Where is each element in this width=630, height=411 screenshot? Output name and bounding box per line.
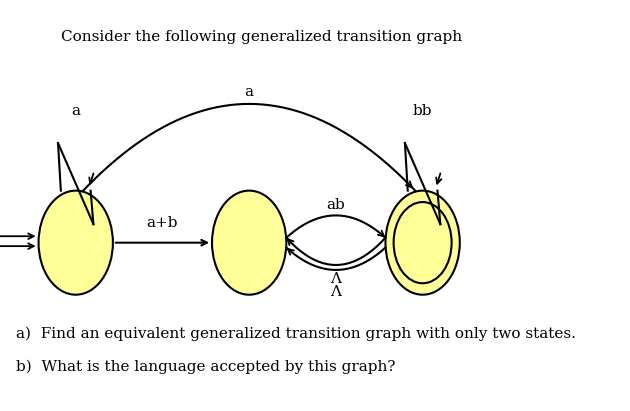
Text: Λ: Λ [330, 285, 341, 299]
Ellipse shape [212, 191, 287, 295]
Text: a)  Find an equivalent generalized transition graph with only two states.: a) Find an equivalent generalized transi… [16, 327, 576, 341]
Text: b)  What is the language accepted by this graph?: b) What is the language accepted by this… [16, 359, 396, 374]
Text: bb: bb [413, 104, 432, 118]
Text: a+b: a+b [147, 216, 178, 230]
Text: Consider the following generalized transition graph: Consider the following generalized trans… [61, 30, 462, 44]
Text: Λ: Λ [330, 272, 341, 286]
Ellipse shape [386, 191, 460, 295]
Text: a: a [71, 104, 80, 118]
Text: a: a [244, 85, 254, 99]
Text: ab: ab [326, 198, 345, 212]
Ellipse shape [38, 191, 113, 295]
